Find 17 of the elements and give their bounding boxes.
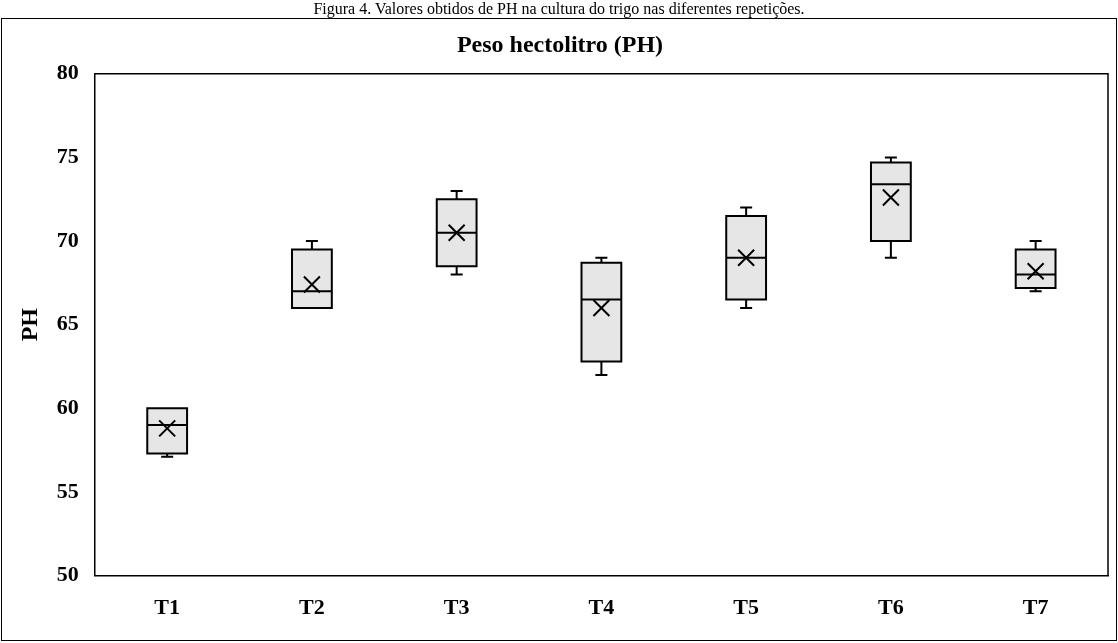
y-tick-label: 75 (56, 143, 79, 169)
x-tick-label: T1 (154, 594, 181, 620)
x-tick-label: T3 (443, 594, 470, 620)
x-tick-label: T7 (1022, 594, 1049, 620)
y-tick-label: 65 (56, 310, 79, 336)
x-tick-label: T2 (299, 594, 325, 620)
y-tick-label: 60 (56, 394, 79, 420)
y-axis-title: PH (15, 307, 42, 342)
y-tick-label: 55 (56, 477, 79, 503)
x-tick-label: T4 (588, 594, 615, 620)
x-tick-label: T6 (878, 594, 904, 620)
text: Figura 4. Valores obtidos de PH na cultura do trigo nas diferentes repetições. (312, 0, 806, 18)
y-tick-label: 70 (56, 226, 79, 252)
x-tick-label: T5 (733, 594, 759, 620)
y-tick-label: 80 (56, 59, 79, 85)
chart-title: Peso hectolitro (PH) (456, 30, 664, 57)
y-tick-label: 50 (56, 561, 79, 587)
